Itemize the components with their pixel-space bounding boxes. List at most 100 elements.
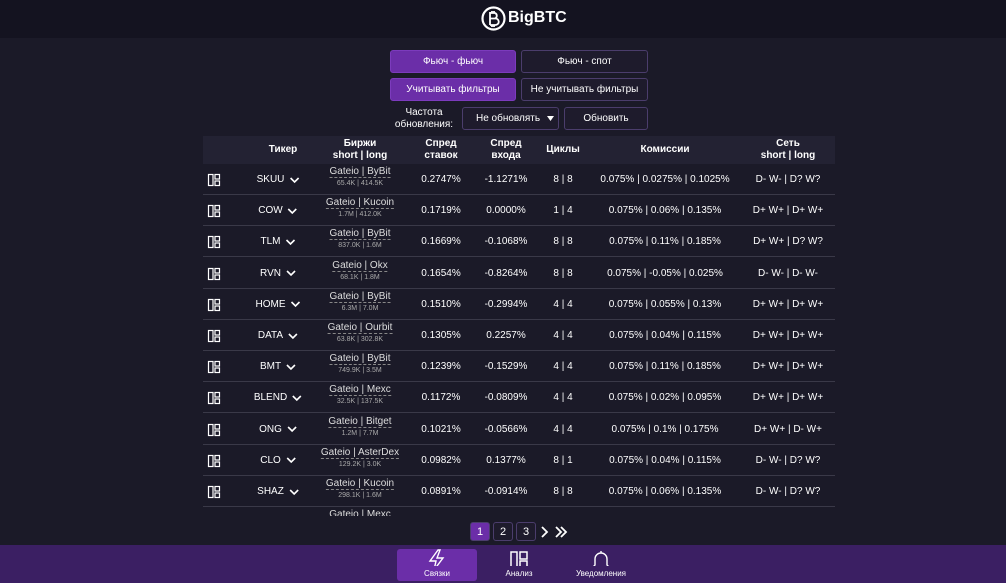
analysis-icon[interactable] <box>207 391 221 405</box>
chevron[interactable] <box>285 422 299 436</box>
ticker[interactable]: SKUU <box>257 164 302 195</box>
pager-arrows[interactable] <box>539 525 569 539</box>
network: D- W- | D? W? <box>755 486 821 497</box>
spread-entry: -0.0914% <box>484 486 528 497</box>
chevron[interactable] <box>289 297 303 311</box>
table-row: SHAZ Gateio | Kucoin 298.1K | 1.6M 0.0891% -… <box>203 476 835 507</box>
column-header: Спред входа <box>490 138 521 162</box>
header <box>0 0 1006 38</box>
cycles: 4 | 4 <box>553 423 573 435</box>
exchange-pair[interactable]: Gateio | Bitget <box>328 415 392 428</box>
cycles: 8 | 8 <box>553 236 573 248</box>
page-button[interactable]: 1 <box>470 522 490 541</box>
spread-rates: 0.1021% <box>421 423 461 435</box>
network: D- W- | D? W? <box>755 174 821 185</box>
nav-label: Анализ <box>505 569 533 578</box>
network: D+ W+ | D+ W+ <box>752 392 824 404</box>
chevron[interactable] <box>287 173 301 187</box>
volumes: 749.9K | 3.5M <box>338 367 382 375</box>
analysis-icon[interactable] <box>207 298 221 312</box>
volumes: 65.4K | 414.5K <box>336 180 384 187</box>
table: Тикер Биржи short | long Спред ставок Спред вх… <box>203 136 835 516</box>
analysis-icon[interactable] <box>207 267 221 281</box>
nav-item[interactable]: Уведомления <box>561 549 641 581</box>
analysis-icon[interactable] <box>207 454 221 468</box>
chevron[interactable] <box>284 360 298 374</box>
spread-rates: 0.1669% <box>421 236 461 248</box>
exchange-pair[interactable]: Gateio | ByBit <box>329 290 391 303</box>
exchange-pair[interactable]: Gateio | Okx <box>332 259 388 272</box>
frequency-select[interactable]: Не обновлять <box>462 107 559 130</box>
filter-button[interactable]: Не учитывать фильтры <box>521 78 648 101</box>
exchange-pair[interactable]: Gateio | ByBit <box>329 353 391 366</box>
analysis-icon[interactable] <box>207 329 221 343</box>
page-button[interactable]: 2 <box>493 522 513 541</box>
mode-button[interactable]: Фьюч - спот <box>521 50 648 73</box>
analysis-icon[interactable] <box>207 204 221 218</box>
exchanges: Gateio | ByBit 749.9K | 3.5M <box>329 353 391 375</box>
volumes: 1.7M | 412.0K <box>338 211 382 219</box>
analysis-icon[interactable] <box>207 360 221 374</box>
nav-item[interactable]: Анализ <box>479 549 559 581</box>
header-line: Комиссии <box>640 144 690 155</box>
spread-rates: 0.1654% <box>421 267 461 279</box>
chevron[interactable] <box>286 329 300 343</box>
ticker[interactable]: ONG <box>259 414 299 445</box>
ticker[interactable]: HOME <box>256 289 303 320</box>
exchange-pair[interactable]: Gateio | Mexc <box>329 384 391 397</box>
nav-label: Уведомления <box>575 569 627 578</box>
table-row: COW Gateio | Kucoin 1.7M | 412.0K 0.1719% 0.… <box>203 195 835 227</box>
filter-button[interactable]: Учитывать фильтры <box>390 78 516 101</box>
table-row: ONG Gateio | Bitget 1.2M | 7.7M 0.1021% -0.0… <box>203 414 835 445</box>
exchange-pair[interactable]: Gateio | Kucoin <box>325 197 395 210</box>
chevron[interactable] <box>290 391 304 405</box>
exchanges: Gateio | Mexc <box>329 509 391 516</box>
exchange-pair[interactable]: Gateio | Kucoin <box>325 478 395 490</box>
header-line: Сеть <box>776 138 800 149</box>
commissions: 0.075% | 0.1% | 0.175% <box>611 423 719 435</box>
volumes: 1.2M | 7.7M <box>341 429 379 437</box>
exchange-pair[interactable]: Gateio | Mexc <box>329 509 391 516</box>
analysis-icon[interactable] <box>207 235 221 249</box>
header-line: Биржи <box>343 138 377 149</box>
ticker[interactable]: DATA <box>258 320 300 351</box>
refresh-button[interactable]: Обновить <box>564 107 648 130</box>
exchanges: Gateio | Okx 68.1K | 1.8M <box>332 259 388 281</box>
brand: BigBTC <box>508 9 567 26</box>
ticker[interactable]: CLO <box>260 445 298 476</box>
spread-rates: 0.0891% <box>421 486 461 497</box>
analysis-icon[interactable] <box>207 423 221 437</box>
chevron[interactable] <box>286 204 300 218</box>
analysis-icon[interactable] <box>207 173 221 187</box>
ticker[interactable]: BLEND <box>254 382 304 413</box>
chevron[interactable] <box>284 453 298 467</box>
spread-rates: 0.0982% <box>421 454 461 466</box>
page-button[interactable]: 3 <box>516 522 536 541</box>
mode-button[interactable]: Фьюч - фьюч <box>390 50 516 73</box>
cycles: 8 | 8 <box>553 486 573 497</box>
ticker[interactable]: SHAZ <box>257 476 301 507</box>
network: D- W- | D? W? <box>755 454 821 466</box>
ticker[interactable]: RVN <box>260 258 298 289</box>
table-row: BMT Gateio | ByBit 749.9K | 3.5M 0.1239% -0.… <box>203 351 835 383</box>
analysis-icon[interactable] <box>207 485 221 499</box>
ticker[interactable]: COW <box>258 195 299 226</box>
chevron[interactable] <box>284 266 298 280</box>
exchange-pair[interactable]: Gateio | Ourbit <box>327 322 393 334</box>
exchanges: Gateio | ByBit 65.4K | 414.5K <box>329 166 391 187</box>
nav-item[interactable]: Связки <box>397 549 477 581</box>
chevron[interactable] <box>284 235 298 249</box>
exchange-pair[interactable]: Gateio | ByBit <box>329 166 391 178</box>
select-value: Не обновлять <box>476 113 541 124</box>
ticker[interactable]: BMT <box>260 351 298 382</box>
chevron[interactable] <box>287 485 301 499</box>
header-line: Тикер <box>268 144 298 155</box>
exchange-pair[interactable]: Gateio | AsterDex <box>320 446 400 459</box>
commissions: 0.075% | 0.11% | 0.185% <box>609 361 721 373</box>
exchanges: Gateio | Bitget 1.2M | 7.7M <box>328 415 392 437</box>
column-header: Сеть short | long <box>761 138 815 162</box>
commissions: 0.075% | 0.04% | 0.115% <box>609 330 721 341</box>
exchange-pair[interactable]: Gateio | ByBit <box>329 228 391 241</box>
cycles: 1 | 4 <box>553 205 573 217</box>
ticker[interactable]: TLM <box>261 226 298 257</box>
